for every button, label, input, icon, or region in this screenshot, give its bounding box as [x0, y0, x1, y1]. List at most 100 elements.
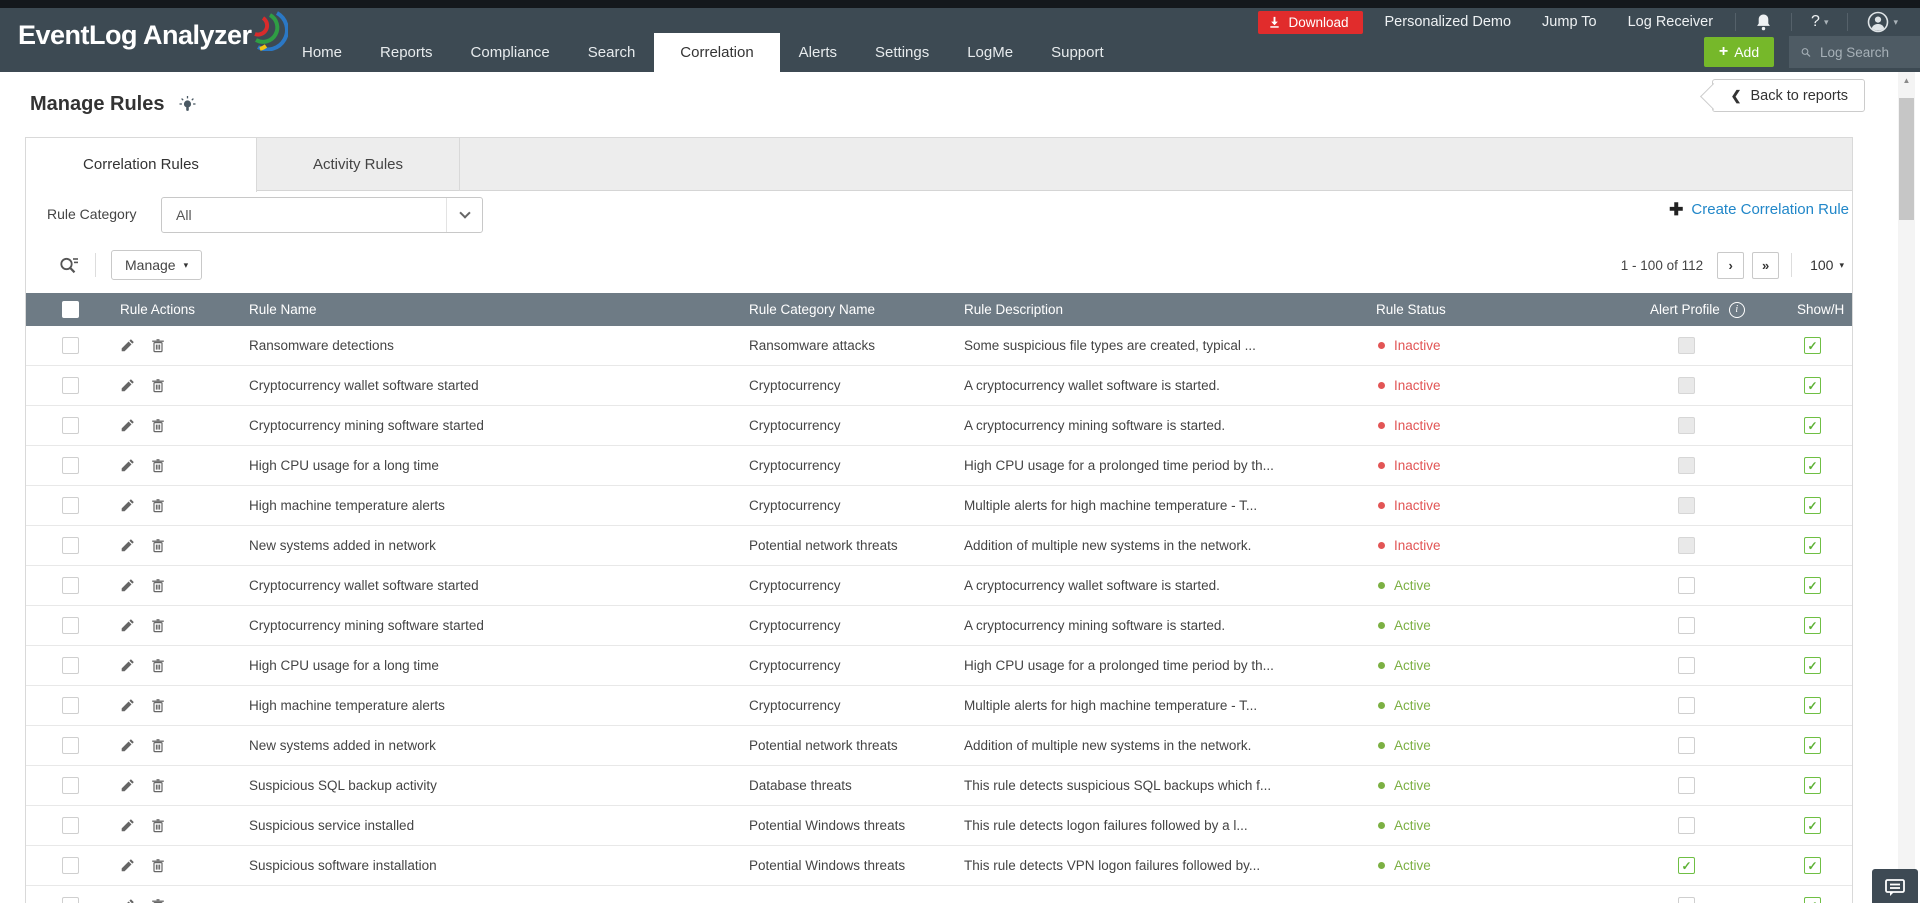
- row-select-checkbox[interactable]: [62, 697, 79, 714]
- show-hide-checkbox[interactable]: ✓: [1804, 817, 1821, 834]
- page-size-dropdown[interactable]: 100 ▾: [1810, 257, 1844, 273]
- delete-trash-icon[interactable]: [151, 858, 165, 873]
- nav-item-search[interactable]: Search: [587, 44, 636, 61]
- delete-trash-icon[interactable]: [151, 698, 165, 713]
- download-button[interactable]: Download: [1258, 10, 1363, 34]
- edit-pencil-icon[interactable]: [120, 458, 135, 473]
- delete-trash-icon[interactable]: [151, 618, 165, 633]
- show-hide-checkbox[interactable]: ✓: [1804, 657, 1821, 674]
- add-button[interactable]: + Add: [1704, 37, 1774, 67]
- row-select-checkbox[interactable]: [62, 897, 79, 903]
- row-select-checkbox[interactable]: [62, 457, 79, 474]
- delete-trash-icon[interactable]: [151, 818, 165, 833]
- nav-item-home[interactable]: Home: [302, 44, 343, 61]
- log-search-box[interactable]: [1789, 36, 1920, 68]
- select-all-checkbox[interactable]: [62, 301, 79, 318]
- user-menu[interactable]: ▾: [1861, 11, 1904, 33]
- nav-item-settings[interactable]: Settings: [875, 44, 930, 61]
- delete-trash-icon[interactable]: [151, 378, 165, 393]
- show-hide-checkbox[interactable]: ✓: [1804, 497, 1821, 514]
- alert-profile-checkbox[interactable]: ✓: [1678, 857, 1695, 874]
- scroll-up-arrow[interactable]: ▲: [1902, 76, 1911, 85]
- alert-profile-checkbox[interactable]: [1678, 617, 1695, 634]
- row-select-checkbox[interactable]: [62, 417, 79, 434]
- edit-pencil-icon[interactable]: [120, 498, 135, 513]
- row-select-checkbox[interactable]: [62, 817, 79, 834]
- show-hide-checkbox[interactable]: ✓: [1804, 697, 1821, 714]
- tip-bulb-icon[interactable]: [178, 95, 197, 114]
- edit-pencil-icon[interactable]: [120, 378, 135, 393]
- delete-trash-icon[interactable]: [151, 498, 165, 513]
- delete-trash-icon[interactable]: [151, 658, 165, 673]
- show-hide-checkbox[interactable]: ✓: [1804, 857, 1821, 874]
- jump-to-link[interactable]: Jump To: [1542, 14, 1597, 30]
- last-page-button[interactable]: »: [1752, 251, 1780, 279]
- row-select-checkbox[interactable]: [62, 377, 79, 394]
- show-hide-checkbox[interactable]: ✓: [1804, 737, 1821, 754]
- tab-correlation-rules[interactable]: Correlation Rules: [26, 138, 257, 192]
- alert-profile-checkbox[interactable]: [1678, 737, 1695, 754]
- log-search-input[interactable]: [1820, 44, 1920, 60]
- alert-profile-checkbox[interactable]: [1678, 417, 1695, 434]
- edit-pencil-icon[interactable]: [120, 338, 135, 353]
- chat-button[interactable]: [1872, 869, 1918, 903]
- nav-item-compliance[interactable]: Compliance: [470, 44, 550, 61]
- delete-trash-icon[interactable]: [151, 898, 165, 903]
- delete-trash-icon[interactable]: [151, 338, 165, 353]
- back-to-reports-button[interactable]: ❮ Back to reports: [1711, 79, 1865, 112]
- edit-pencil-icon[interactable]: [120, 658, 135, 673]
- notifications-button[interactable]: [1749, 13, 1778, 31]
- create-correlation-rule-link[interactable]: ✚ Create Correlation Rule: [1669, 200, 1849, 219]
- row-select-checkbox[interactable]: [62, 337, 79, 354]
- show-hide-checkbox[interactable]: ✓: [1804, 457, 1821, 474]
- delete-trash-icon[interactable]: [151, 458, 165, 473]
- edit-pencil-icon[interactable]: [120, 538, 135, 553]
- scrollbar-thumb[interactable]: [1899, 98, 1914, 220]
- edit-pencil-icon[interactable]: [120, 618, 135, 633]
- tab-activity-rules[interactable]: Activity Rules: [257, 138, 460, 191]
- nav-item-logme[interactable]: LogMe: [967, 44, 1014, 61]
- log-receiver-link[interactable]: Log Receiver: [1627, 14, 1714, 30]
- edit-pencil-icon[interactable]: [120, 898, 135, 903]
- show-hide-checkbox[interactable]: ✓: [1804, 417, 1821, 434]
- edit-pencil-icon[interactable]: [120, 858, 135, 873]
- alert-profile-checkbox[interactable]: [1678, 777, 1695, 794]
- delete-trash-icon[interactable]: [151, 418, 165, 433]
- row-select-checkbox[interactable]: [62, 737, 79, 754]
- manage-dropdown-button[interactable]: Manage ▾: [111, 250, 203, 280]
- alert-profile-checkbox[interactable]: [1678, 897, 1695, 903]
- edit-pencil-icon[interactable]: [120, 818, 135, 833]
- edit-pencil-icon[interactable]: [120, 778, 135, 793]
- alert-profile-checkbox[interactable]: [1678, 377, 1695, 394]
- delete-trash-icon[interactable]: [151, 578, 165, 593]
- delete-trash-icon[interactable]: [151, 738, 165, 753]
- row-select-checkbox[interactable]: [62, 537, 79, 554]
- scrollbar[interactable]: ▲: [1898, 72, 1915, 903]
- advanced-search-button[interactable]: [58, 254, 80, 276]
- rule-category-select[interactable]: All: [161, 197, 483, 233]
- info-icon[interactable]: i: [1728, 301, 1745, 318]
- alert-profile-checkbox[interactable]: [1678, 537, 1695, 554]
- alert-profile-checkbox[interactable]: [1678, 497, 1695, 514]
- show-hide-checkbox[interactable]: ✓: [1804, 897, 1821, 903]
- alert-profile-checkbox[interactable]: [1678, 817, 1695, 834]
- alert-profile-checkbox[interactable]: [1678, 337, 1695, 354]
- show-hide-checkbox[interactable]: ✓: [1804, 777, 1821, 794]
- nav-item-alerts[interactable]: Alerts: [798, 44, 838, 61]
- nav-item-support[interactable]: Support: [1051, 44, 1104, 61]
- show-hide-checkbox[interactable]: ✓: [1804, 617, 1821, 634]
- edit-pencil-icon[interactable]: [120, 698, 135, 713]
- row-select-checkbox[interactable]: [62, 617, 79, 634]
- nav-item-correlation[interactable]: Correlation: [654, 33, 780, 72]
- app-logo[interactable]: EventLog Analyzer: [18, 10, 288, 51]
- show-hide-checkbox[interactable]: ✓: [1804, 577, 1821, 594]
- show-hide-checkbox[interactable]: ✓: [1804, 537, 1821, 554]
- next-page-button[interactable]: ›: [1717, 251, 1745, 279]
- edit-pencil-icon[interactable]: [120, 738, 135, 753]
- delete-trash-icon[interactable]: [151, 778, 165, 793]
- row-select-checkbox[interactable]: [62, 657, 79, 674]
- row-select-checkbox[interactable]: [62, 777, 79, 794]
- delete-trash-icon[interactable]: [151, 538, 165, 553]
- row-select-checkbox[interactable]: [62, 857, 79, 874]
- row-select-checkbox[interactable]: [62, 497, 79, 514]
